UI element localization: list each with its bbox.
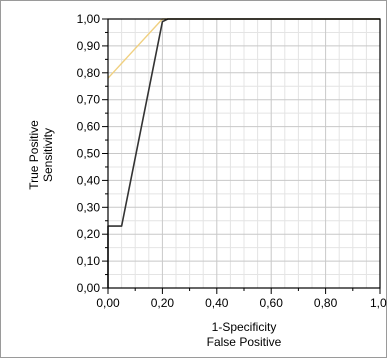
x-tick-label: 1,0 — [370, 296, 387, 310]
axis-ticks — [102, 18, 381, 294]
x-tick-label: 0,40 — [205, 296, 229, 310]
x-tick-label: 0,80 — [314, 296, 338, 310]
y-tick-label: 0,40 — [77, 173, 101, 187]
x-axis-label-line2: False Positive — [207, 335, 282, 349]
x-tick-label: 0,00 — [96, 296, 120, 310]
x-tick-label: 0,60 — [260, 296, 284, 310]
y-tick-label: 0,70 — [77, 93, 101, 107]
y-tick-label: 0,00 — [77, 281, 101, 295]
y-axis-label-line2: Sensitivity — [41, 128, 55, 182]
y-axis-label-line1: True Positive — [27, 120, 41, 190]
y-tick-label: 0,30 — [77, 200, 101, 214]
y-tick-label: 0,90 — [77, 39, 101, 53]
x-tick-label: 0,20 — [151, 296, 175, 310]
axis-tick-labels: 0,00 0,10 0,20 0,30 0,40 0,50 0,60 0,70 0,80 0,90… — [77, 12, 387, 310]
y-tick-label: 0,60 — [77, 120, 101, 134]
y-tick-label: 0,10 — [77, 254, 101, 268]
y-tick-label: 0,20 — [77, 227, 101, 241]
y-tick-label: 0,80 — [77, 66, 101, 80]
x-axis-label-line1: 1-Specificity — [212, 320, 277, 334]
y-tick-label: 0,50 — [77, 147, 101, 161]
y-tick-label: 1,00 — [77, 12, 101, 26]
